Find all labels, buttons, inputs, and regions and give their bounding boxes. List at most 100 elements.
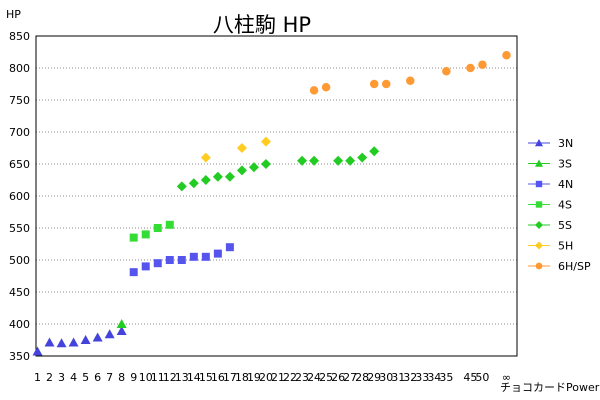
legend-label: 3S (558, 158, 572, 171)
x-tick-label: 2 (46, 371, 53, 384)
data-point (442, 66, 451, 76)
x-tick-label: 17 (223, 371, 237, 384)
legend: 3N 3S 4N 4S 5S 5H 6H/SP (528, 137, 591, 273)
x-tick-label: 25 (319, 371, 333, 384)
x-tick-label: 15 (199, 371, 213, 384)
x-tick-label: 32 (403, 371, 417, 384)
data-point (116, 319, 127, 328)
data-point (201, 252, 210, 261)
data-point (248, 162, 259, 173)
data-point (200, 175, 211, 185)
data-point (200, 152, 211, 163)
x-axis-label: チョコカードPower (500, 381, 600, 394)
data-point (381, 79, 391, 89)
x-tick-label: 34 (427, 371, 441, 384)
data-point (297, 155, 308, 166)
y-tick-label: 400 (9, 318, 30, 331)
legend-item: 5H (528, 240, 573, 253)
data-point (56, 338, 67, 348)
data-point (141, 230, 150, 239)
data-point (141, 262, 150, 271)
x-tick-label: 11 (151, 371, 165, 384)
series-4n (129, 243, 234, 277)
x-tick-label: 21 (271, 371, 285, 384)
data-point (165, 256, 174, 264)
x-tick-label: 24 (307, 371, 321, 384)
series-marks (32, 50, 511, 356)
x-tick-label: 14 (187, 371, 201, 384)
data-point (369, 79, 379, 89)
data-point (80, 335, 91, 344)
y-tick-label: 450 (9, 286, 30, 299)
series-5h (200, 136, 271, 163)
x-tick-label: 9 (130, 371, 137, 384)
data-point (189, 252, 198, 261)
x-tick-label: 29 (367, 371, 381, 384)
data-point (212, 171, 223, 182)
data-point (406, 76, 415, 86)
y-tick-label: 800 (9, 62, 30, 75)
x-tick-label: 3 (58, 371, 65, 384)
data-point (502, 50, 511, 60)
x-tick-label: 27 (343, 371, 357, 384)
legend-marker (535, 180, 543, 188)
series-3s (116, 319, 127, 328)
series-5s (176, 146, 380, 192)
legend-marker (535, 262, 543, 270)
x-tick-label: 23 (295, 371, 309, 384)
data-point (129, 268, 138, 277)
data-point (236, 143, 247, 153)
legend-marker (535, 139, 543, 147)
legend-marker (535, 159, 543, 167)
data-point (478, 60, 487, 70)
data-point (116, 326, 127, 336)
x-tick-label: 4 (70, 371, 77, 384)
legend-item: 3S (528, 158, 572, 171)
x-tick-label: 16 (211, 371, 225, 384)
data-point (68, 337, 79, 347)
y-tick-label: 700 (9, 126, 30, 139)
grid-lines (36, 67, 517, 325)
legend-item: 3N (528, 137, 573, 150)
legend-item: 4N (528, 178, 573, 191)
x-tick-label: ∞ (502, 371, 511, 384)
chart-title: 八柱駒 HP (213, 13, 311, 37)
data-point (129, 233, 138, 242)
data-point (260, 159, 271, 169)
x-tick-label: 13 (175, 371, 189, 384)
legend-label: 4N (558, 178, 573, 191)
data-point (177, 256, 186, 264)
legend-item: 6H/SP (528, 260, 591, 273)
y-tick-label: 850 (9, 30, 30, 43)
x-tick-label: 6 (94, 371, 101, 384)
x-tick-label: 33 (415, 371, 429, 384)
data-point (357, 152, 368, 163)
x-tick-label: 28 (355, 371, 369, 384)
data-point (176, 181, 187, 192)
series-3n (32, 326, 127, 356)
x-tick-label: 30 (379, 371, 393, 384)
y-tick-label: 600 (9, 190, 30, 203)
x-tick-label: 50 (475, 371, 489, 384)
y-tick-label: 500 (9, 254, 30, 267)
y-tick-label: 750 (9, 94, 30, 107)
x-tick-label: 18 (235, 371, 249, 384)
x-tick-label: 31 (391, 371, 405, 384)
x-tick-label: 45 (463, 371, 477, 384)
x-tick-label: 20 (259, 371, 273, 384)
data-point (213, 249, 222, 258)
y-tick-label: 650 (9, 158, 30, 171)
x-tick-label: 10 (139, 371, 153, 384)
data-point (44, 337, 55, 347)
x-tick-labels: 1 2 3 4 5 6 7 8 9 1011121314151617181920212223242… (34, 371, 511, 384)
x-tick-label: 22 (283, 371, 297, 384)
data-point (236, 165, 247, 176)
data-point (165, 220, 174, 229)
legend-label: 5S (558, 219, 572, 232)
legend-label: 6H/SP (558, 260, 591, 273)
data-point (466, 63, 475, 73)
y-tick-label: 350 (9, 350, 30, 363)
data-point (32, 346, 43, 356)
y-tick-labels: 350 400 450 500 550 600 650 700 750 800 850 (9, 30, 30, 363)
x-tick-label: 26 (331, 371, 345, 384)
